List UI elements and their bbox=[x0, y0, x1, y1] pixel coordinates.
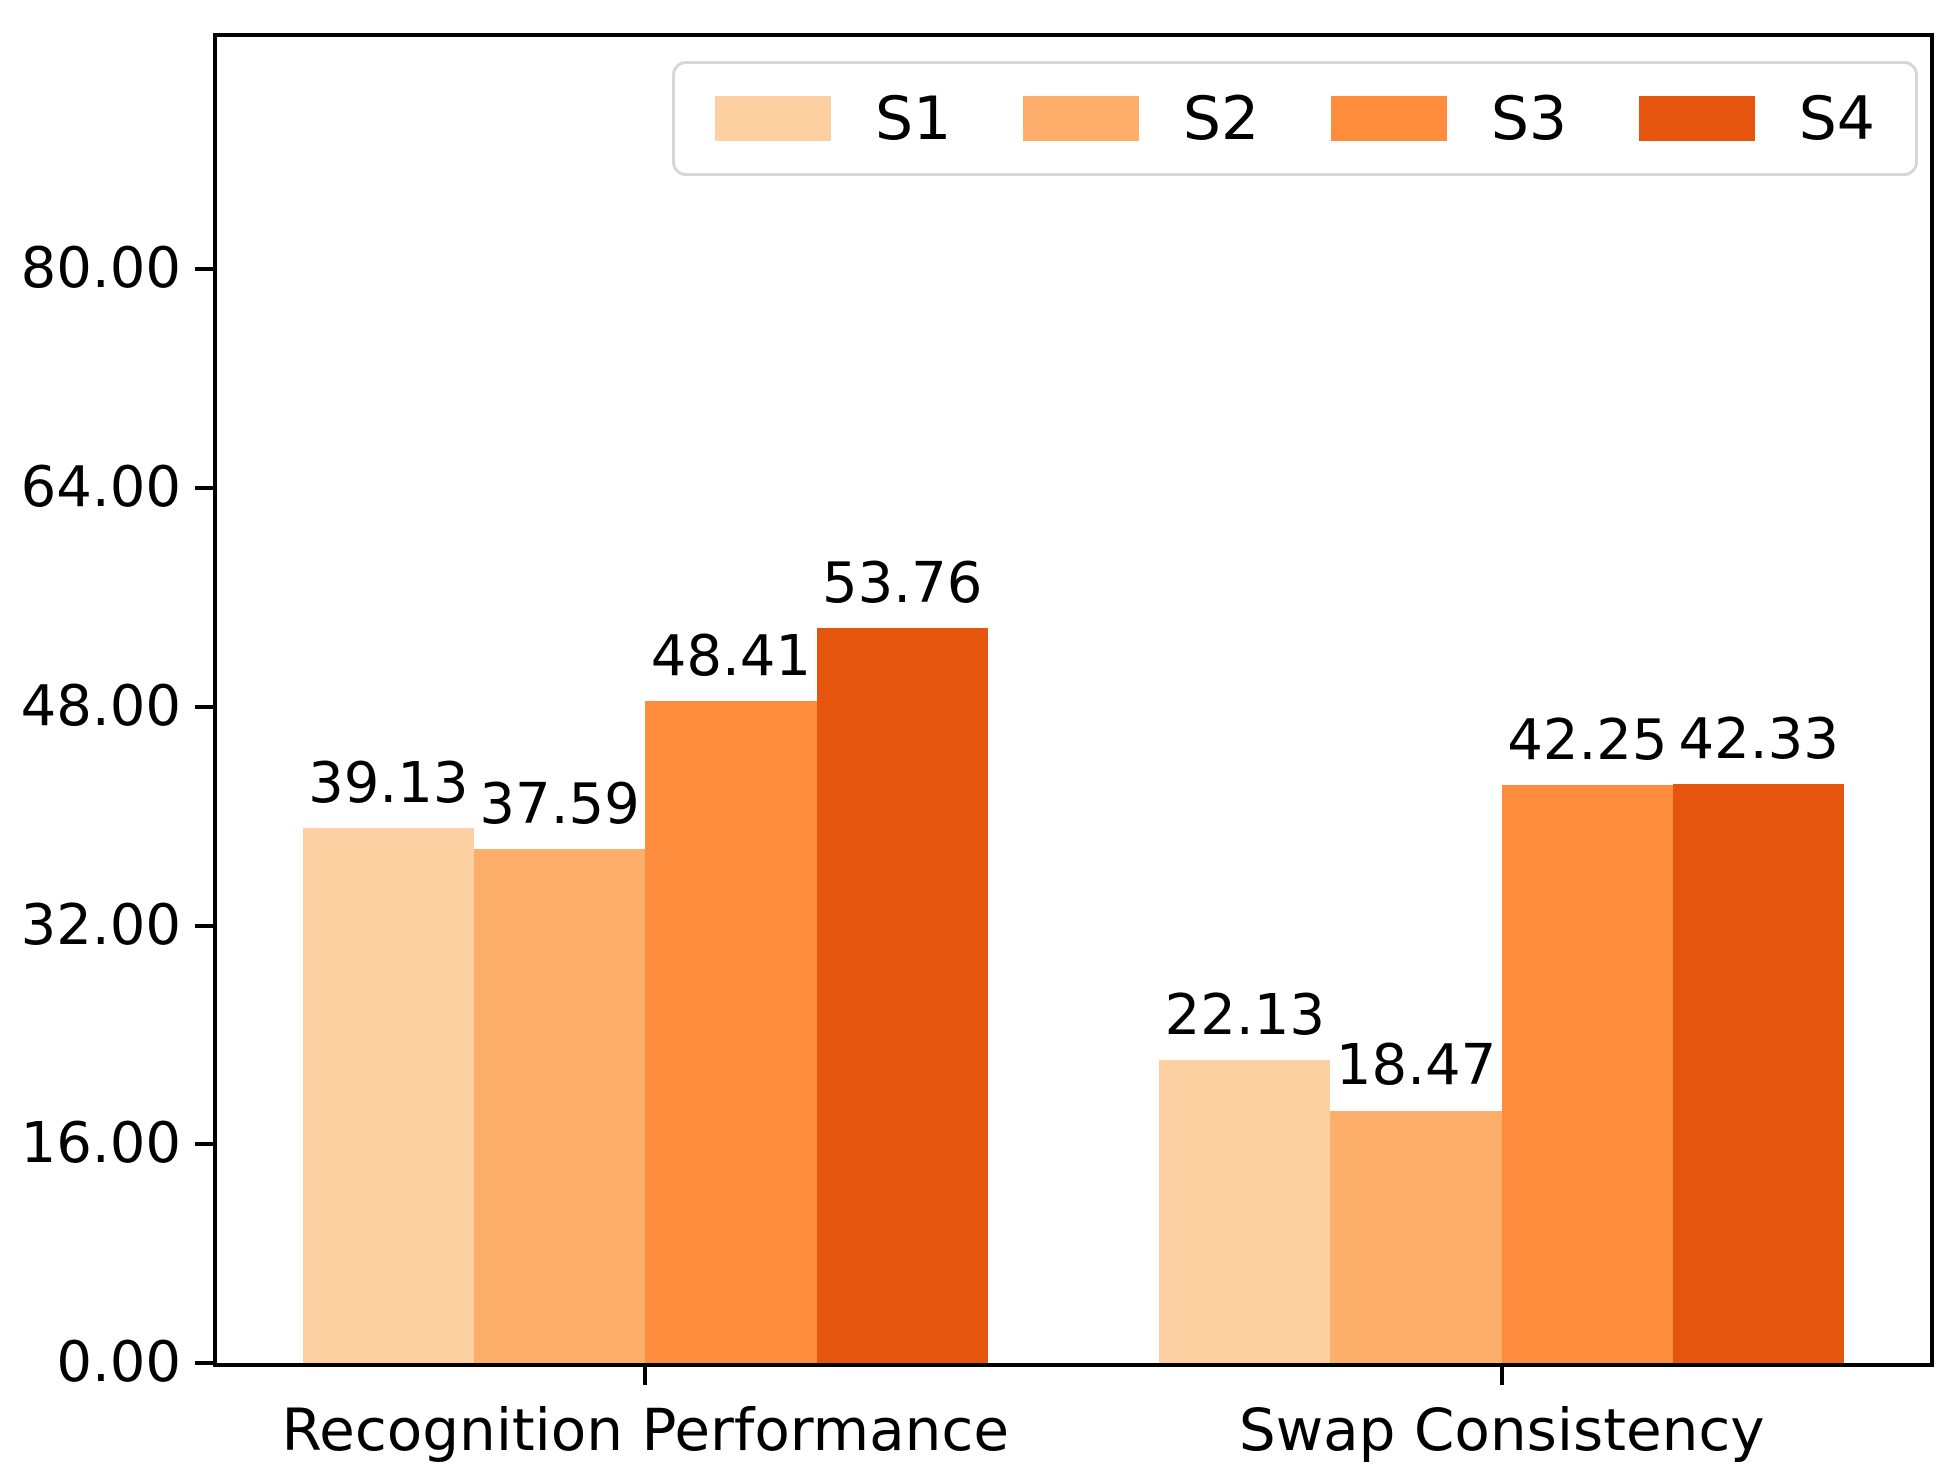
legend-item-s4: S4 bbox=[1638, 83, 1875, 154]
legend: S1 S2 S3 S4 bbox=[672, 61, 1918, 176]
y-tick-label: 16.00 bbox=[20, 1111, 181, 1177]
y-tick-label: 64.00 bbox=[20, 455, 181, 521]
bar-value-label: 22.13 bbox=[1164, 982, 1325, 1048]
legend-label: S3 bbox=[1490, 83, 1568, 154]
bar-value-label: 37.59 bbox=[479, 771, 640, 837]
y-tick-label: 32.00 bbox=[20, 892, 181, 958]
bar-s3-group2 bbox=[1501, 785, 1674, 1363]
bar-s2-group1 bbox=[473, 849, 646, 1363]
y-tick-label: 0.00 bbox=[56, 1330, 181, 1395]
y-tick-label: 48.00 bbox=[20, 673, 181, 739]
bar-value-label: 42.33 bbox=[1678, 706, 1839, 772]
x-axis-category-label: Recognition Performance bbox=[281, 1396, 1010, 1464]
y-tick-mark bbox=[195, 486, 213, 491]
legend-label: S2 bbox=[1182, 83, 1260, 154]
bar-value-label: 39.13 bbox=[308, 750, 469, 816]
legend-swatch-s4 bbox=[1638, 96, 1755, 141]
legend-swatch-s2 bbox=[1022, 96, 1139, 141]
x-tick-mark bbox=[1499, 1367, 1504, 1385]
legend-item-s3: S3 bbox=[1330, 83, 1568, 154]
bar-value-label: 18.47 bbox=[1335, 1032, 1497, 1098]
legend-item-s1: S1 bbox=[715, 89, 951, 149]
bar-value-label: 48.41 bbox=[650, 623, 812, 689]
legend-swatch-s3 bbox=[1330, 96, 1447, 141]
bar-value-label: 42.25 bbox=[1507, 707, 1668, 773]
bar-s1-group2 bbox=[1159, 1060, 1331, 1363]
legend-label: S1 bbox=[875, 83, 952, 154]
y-tick-label: 80.00 bbox=[20, 236, 181, 302]
y-tick-mark bbox=[195, 1142, 213, 1147]
x-axis-category-label: Swap Consistency bbox=[1238, 1396, 1765, 1464]
y-tick-mark bbox=[195, 267, 213, 272]
legend-item-s2: S2 bbox=[1022, 83, 1260, 154]
bar-value-label: 53.76 bbox=[822, 550, 983, 616]
plot-area: S1 S2 S3 S4 0.00 16.00 32.00 48.00 64.00 80.00 39… bbox=[21, 33, 1934, 1459]
bar-s3-group1 bbox=[645, 701, 817, 1363]
y-tick-mark bbox=[195, 1361, 213, 1365]
y-tick-mark bbox=[195, 923, 213, 928]
y-tick-mark bbox=[195, 704, 213, 709]
legend-swatch-s1 bbox=[715, 96, 831, 141]
bar-s1-group1 bbox=[302, 828, 474, 1363]
legend-label: S4 bbox=[1798, 83, 1875, 154]
bar-s4-group1 bbox=[816, 628, 988, 1363]
x-tick-mark bbox=[643, 1367, 648, 1385]
bar-s4-group2 bbox=[1673, 784, 1845, 1363]
bar-s2-group2 bbox=[1330, 1110, 1502, 1363]
